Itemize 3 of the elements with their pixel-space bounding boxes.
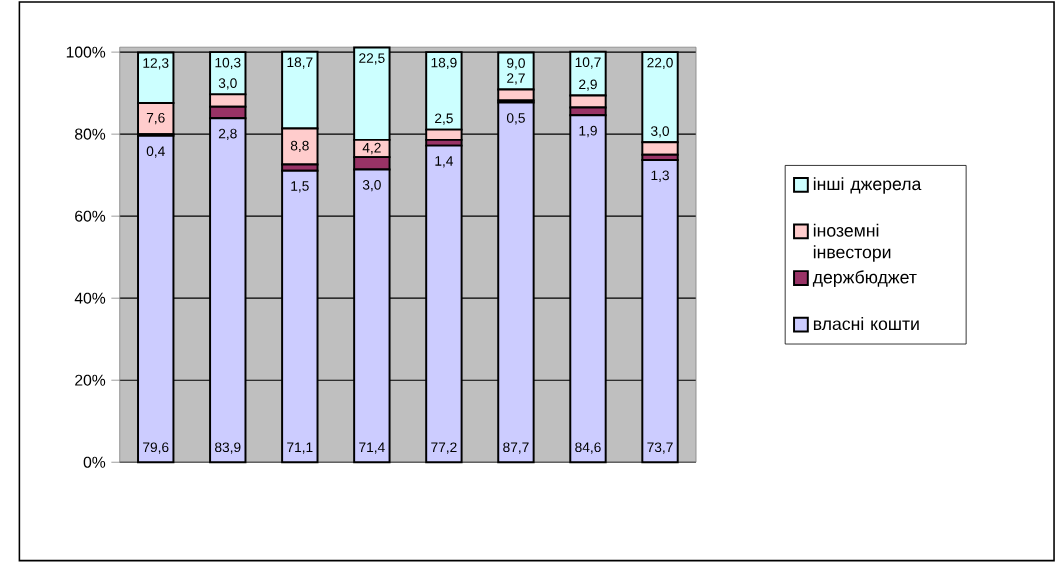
legend-label: держбюджет: [812, 270, 917, 287]
legend-label: інші джерела: [813, 176, 922, 194]
legend-label: власні кошти: [813, 316, 919, 330]
